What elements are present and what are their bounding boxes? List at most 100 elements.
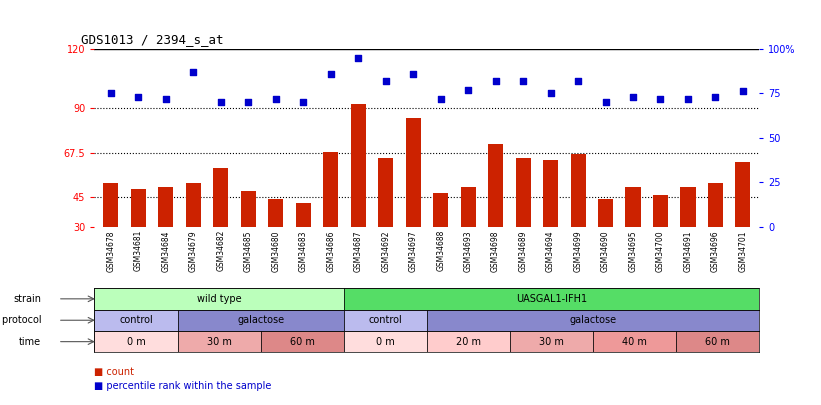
Point [214,99,227,105]
Text: GSM34682: GSM34682 [216,230,225,271]
Bar [510,331,594,352]
Text: 20 m: 20 m [456,337,481,347]
Point [241,99,255,105]
Text: galactose: galactose [570,315,617,325]
Bar [177,309,344,331]
Text: wild type: wild type [197,294,241,304]
Bar [261,331,344,352]
Bar [406,118,420,227]
Text: GSM34700: GSM34700 [656,230,665,272]
Text: GSM34680: GSM34680 [271,230,280,271]
Text: GSM34695: GSM34695 [629,230,638,272]
Bar [736,162,750,227]
Bar [378,158,393,227]
Bar [427,331,510,352]
Bar [268,199,283,227]
Bar [296,203,311,227]
Text: UASGAL1-IFH1: UASGAL1-IFH1 [516,294,587,304]
Text: GSM34683: GSM34683 [299,230,308,271]
Bar [653,195,668,227]
Bar [516,158,530,227]
Text: 40 m: 40 m [622,337,647,347]
Bar [594,331,677,352]
Text: GSM34693: GSM34693 [464,230,473,272]
Bar [543,160,558,227]
Point [269,95,282,102]
Point [159,95,172,102]
Point [461,86,475,93]
Point [626,94,640,100]
Text: GSM34681: GSM34681 [134,230,143,271]
Text: GSM34684: GSM34684 [162,230,171,271]
Bar [103,183,118,227]
Bar [598,199,613,227]
Point [736,88,750,95]
Bar [427,309,759,331]
Text: 30 m: 30 m [539,337,564,347]
Bar [94,331,177,352]
Bar [461,188,475,227]
Bar [351,104,366,227]
Point [654,95,667,102]
Text: strain: strain [13,294,41,304]
Text: GSM34698: GSM34698 [491,230,500,271]
Point [104,90,117,96]
Text: GSM34678: GSM34678 [107,230,116,271]
Text: GSM34697: GSM34697 [409,230,418,272]
Text: GSM34686: GSM34686 [326,230,335,271]
Bar [213,168,228,227]
Point [434,95,447,102]
Point [681,95,695,102]
Text: time: time [19,337,41,347]
Text: 0 m: 0 m [126,337,145,347]
Text: GSM34688: GSM34688 [436,230,445,271]
Bar [677,331,759,352]
Text: 30 m: 30 m [207,337,232,347]
Text: GSM34692: GSM34692 [381,230,390,271]
Point [351,54,365,61]
Point [406,70,420,77]
Text: GSM34687: GSM34687 [354,230,363,271]
Point [379,77,392,84]
Text: GSM34689: GSM34689 [519,230,528,271]
Bar [708,183,723,227]
Point [709,94,722,100]
Bar [241,191,256,227]
Text: growth protocol: growth protocol [0,315,41,325]
Text: GDS1013 / 2394_s_at: GDS1013 / 2394_s_at [81,33,223,46]
Bar [94,309,177,331]
Bar [344,288,759,309]
Bar [131,189,146,227]
Text: GSM34699: GSM34699 [574,230,583,272]
Point [296,99,310,105]
Point [132,94,145,100]
Bar [186,183,201,227]
Text: galactose: galactose [237,315,284,325]
Point [544,90,557,96]
Point [324,70,337,77]
Text: 60 m: 60 m [705,337,731,347]
Text: 0 m: 0 m [376,337,395,347]
Text: GSM34701: GSM34701 [738,230,747,271]
Point [516,77,530,84]
Text: ■ count: ■ count [94,367,135,377]
Bar [177,331,261,352]
Text: ■ percentile rank within the sample: ■ percentile rank within the sample [94,381,272,391]
Bar [681,188,695,227]
Bar [344,309,427,331]
Text: GSM34696: GSM34696 [711,230,720,272]
Bar [323,151,338,227]
Text: GSM34691: GSM34691 [683,230,692,271]
Bar [158,188,173,227]
Text: GSM34685: GSM34685 [244,230,253,271]
Point [489,77,502,84]
Bar [488,144,503,227]
Bar [433,193,448,227]
Text: control: control [119,315,153,325]
Bar [94,288,344,309]
Text: GSM34679: GSM34679 [189,230,198,272]
Text: control: control [369,315,402,325]
Bar [571,153,585,227]
Text: GSM34694: GSM34694 [546,230,555,272]
Bar [626,188,640,227]
